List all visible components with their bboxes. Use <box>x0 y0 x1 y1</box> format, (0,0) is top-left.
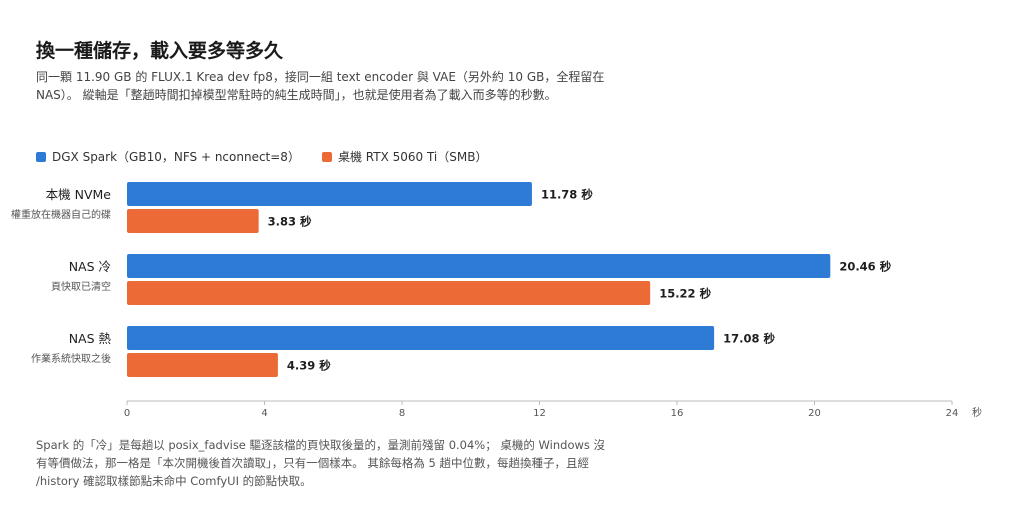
legend-item-spark: DGX Spark（GB10，NFS + nconnect=8） <box>36 148 300 165</box>
bar-desktop <box>127 281 651 305</box>
data-label: 15.22 秒 <box>659 287 711 301</box>
data-label: 17.08 秒 <box>723 332 775 346</box>
category-label: 本機 NVMe <box>46 187 112 202</box>
legend: DGX Spark（GB10，NFS + nconnect=8） 桌機 RTX … <box>36 148 487 165</box>
bar-spark <box>127 326 715 350</box>
category-sublabel: 權重放在機器自己的碟 <box>11 208 111 221</box>
x-tick-label: 24 <box>946 408 959 419</box>
chart-subtitle: 同一顆 11.90 GB 的 FLUX.1 Krea dev fp8，接同一組 … <box>36 70 605 102</box>
legend-swatch-spark <box>36 151 46 162</box>
x-tick-label: 8 <box>399 408 405 419</box>
legend-label-desktop: 桌機 RTX 5060 Ti（SMB） <box>337 150 488 164</box>
x-tick-label: 0 <box>124 408 130 419</box>
x-tick-label: 16 <box>671 408 684 419</box>
legend-swatch-desktop <box>321 151 332 162</box>
legend-label-spark: DGX Spark（GB10，NFS + nconnect=8） <box>52 150 300 164</box>
category-label: NAS 冷 <box>69 259 111 274</box>
legend-item-desktop: 桌機 RTX 5060 Ti（SMB） <box>321 148 488 165</box>
bar-spark <box>127 254 831 278</box>
bar-desktop <box>127 209 259 233</box>
x-tick-label: 12 <box>533 408 546 419</box>
data-label: 20.46 秒 <box>839 260 891 274</box>
bar-spark <box>127 182 532 206</box>
x-tick-label: 4 <box>261 408 267 419</box>
data-label: 3.83 秒 <box>268 215 312 229</box>
chart-footnote: Spark 的「冷」是每趟以 posix_fadvise 驅逐該檔的頁快取後量的… <box>36 438 606 488</box>
x-unit-label: 秒 <box>972 406 982 419</box>
bar-chart: 本機 NVMe 權重放在機器自己的碟 11.78 秒 3.83 秒 NAS 冷頁快取已清… <box>11 182 982 419</box>
category-sublabel: 頁快取已清空 <box>51 280 111 293</box>
bar-desktop <box>127 353 278 377</box>
x-tick-label: 20 <box>808 408 821 419</box>
category-sublabel: 作業系統快取之後 <box>31 352 111 365</box>
category-label: NAS 熱 <box>69 331 112 346</box>
data-label: 4.39 秒 <box>287 359 331 373</box>
chart-title: 換一種儲存，載入要多等多久 <box>36 40 284 62</box>
data-label: 11.78 秒 <box>541 188 593 202</box>
